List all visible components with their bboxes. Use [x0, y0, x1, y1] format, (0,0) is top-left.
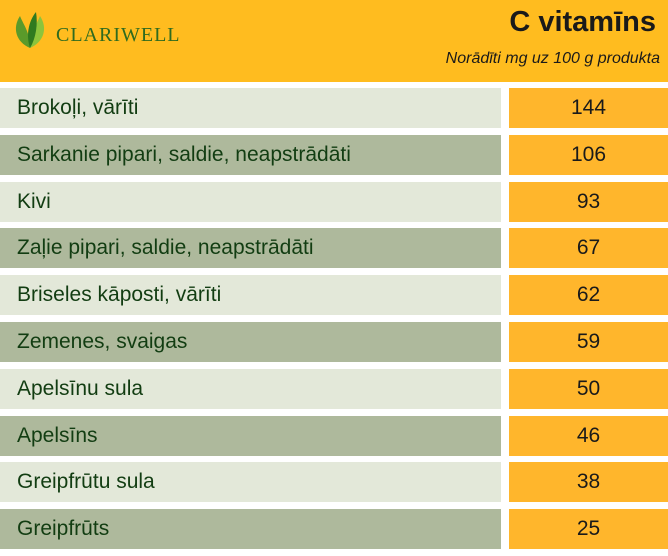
vitamin-value: 106: [509, 134, 668, 175]
leaf-icon: [15, 12, 45, 48]
table-row: Sarkanie pipari, saldie, neapstrādāti 10…: [0, 134, 668, 175]
food-name: Sarkanie pipari, saldie, neapstrādāti: [0, 134, 501, 175]
table-row: Kivi 93: [0, 181, 668, 222]
food-name: Briseles kāposti, vārīti: [0, 275, 501, 316]
table-row: Zaļie pipari, saldie, neapstrādāti 67: [0, 228, 668, 269]
vitamin-value: 46: [509, 415, 668, 456]
vitamin-table: Brokoļi, vārīti 144 Sarkanie pipari, sal…: [0, 88, 668, 556]
table-row: Apelsīns 46: [0, 415, 668, 456]
table-row: Briseles kāposti, vārīti 62: [0, 275, 668, 316]
food-name: Zemenes, svaigas: [0, 321, 501, 362]
food-name: Zaļie pipari, saldie, neapstrādāti: [0, 228, 501, 269]
food-name: Apelsīns: [0, 415, 501, 456]
table-row: Zemenes, svaigas 59: [0, 321, 668, 362]
page-title: C vitamīns: [509, 6, 656, 38]
page-subtitle: Norādīti mg uz 100 g produkta: [445, 50, 660, 67]
vitamin-value: 59: [509, 321, 668, 362]
food-name: Apelsīnu sula: [0, 368, 501, 409]
food-name: Brokoļi, vārīti: [0, 88, 501, 128]
vitamin-value: 67: [509, 228, 668, 269]
table-row: Brokoļi, vārīti 144: [0, 88, 668, 128]
vitamin-value: 38: [509, 462, 668, 503]
brand-logo: CLARIWELL: [0, 0, 180, 70]
vitamin-value: 144: [509, 88, 668, 128]
table-row: Greipfrūts 25: [0, 509, 668, 550]
food-name: Greipfrūts: [0, 509, 501, 550]
food-name: Greipfrūtu sula: [0, 462, 501, 503]
table-row: Apelsīnu sula 50: [0, 368, 668, 409]
vitamin-value: 50: [509, 368, 668, 409]
table-row: Greipfrūtu sula 38: [0, 462, 668, 503]
vitamin-value: 25: [509, 509, 668, 550]
food-name: Kivi: [0, 181, 501, 222]
vitamin-value: 62: [509, 275, 668, 316]
vitamin-value: 93: [509, 181, 668, 222]
header-bar: CLARIWELL C vitamīns Norādīti mg uz 100 …: [0, 0, 668, 82]
brand-name: CLARIWELL: [56, 24, 181, 46]
